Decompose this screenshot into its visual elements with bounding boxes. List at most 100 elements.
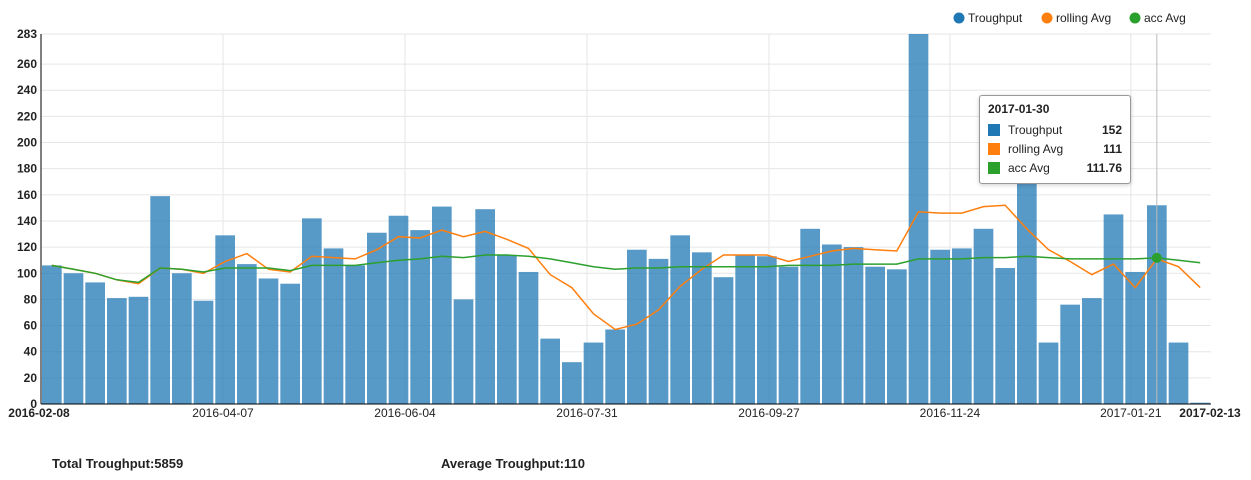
tooltip: 2017-01-30 Troughput 152 rolling Avg 111…	[979, 95, 1131, 184]
y-tick-label: 240	[17, 83, 37, 97]
rolling-avg-line	[51, 204, 1201, 331]
legend[interactable]: Troughput rolling Avg acc Avg	[953, 11, 1186, 25]
y-tick-label: 140	[17, 214, 37, 228]
bar	[562, 362, 582, 404]
bar	[800, 228, 820, 404]
x-tick-label: 2016-09-27	[738, 406, 800, 420]
bar	[1103, 214, 1124, 404]
tooltip-value-acc-avg: 111.76	[1086, 160, 1122, 175]
bar	[583, 342, 604, 404]
y-tick-label: 220	[17, 109, 37, 123]
legend-item-acc-avg-swatch	[1129, 12, 1141, 24]
bar	[757, 256, 777, 404]
bar	[302, 218, 322, 404]
bars	[42, 34, 1210, 404]
bar	[995, 268, 1015, 404]
bar	[908, 34, 929, 404]
bar	[648, 258, 669, 404]
legend-item-troughput-label: Troughput	[968, 11, 1023, 25]
bar	[843, 247, 864, 404]
bar	[627, 249, 647, 404]
average-troughput-label: Average Troughput:	[441, 456, 565, 471]
bar	[388, 215, 409, 404]
bar	[475, 209, 495, 404]
bar	[605, 329, 625, 404]
tooltip-row-acc-avg: acc Avg 111.76	[988, 158, 1122, 177]
x-tick-label: 2016-11-24	[920, 406, 981, 420]
bar	[453, 299, 474, 404]
bar	[930, 249, 950, 404]
y-tick-label: 20	[24, 371, 38, 385]
bar	[128, 296, 149, 404]
bar	[952, 248, 972, 404]
axes: 0 20 40 60 80 100 120 140 160 180 200 220 240 260 283 2…	[8, 27, 1241, 420]
y-tick-label: 60	[24, 319, 38, 333]
total-troughput: Total Troughput:5859	[52, 456, 183, 471]
tooltip-value-troughput: 152	[1101, 122, 1122, 137]
tooltip-swatch-troughput	[988, 123, 1000, 136]
bar	[85, 282, 105, 404]
legend-item-troughput[interactable]: Troughput	[953, 11, 1023, 25]
legend-item-rolling-avg-label: rolling Avg	[1056, 11, 1111, 25]
tooltip-name-troughput: Troughput	[1008, 122, 1063, 137]
x-tick-label: 2016-06-04	[374, 406, 436, 420]
bar	[1038, 342, 1059, 404]
y-tick-label: 100	[17, 266, 37, 280]
acc-avg-line	[51, 254, 1201, 284]
bar	[172, 273, 192, 404]
y-tick-label: 200	[17, 136, 37, 150]
y-tick-label: 0	[30, 397, 37, 411]
bar	[410, 230, 430, 404]
bar	[822, 244, 842, 404]
bar	[237, 264, 257, 404]
average-troughput: Average Troughput:110	[441, 456, 585, 471]
x-end-label: 2017-02-13	[1179, 406, 1241, 420]
bar	[865, 266, 885, 404]
tooltip-name-rolling-avg: rolling Avg	[1008, 141, 1064, 156]
tooltip-name-acc-avg: acc Avg	[1008, 160, 1050, 175]
bar	[193, 300, 214, 404]
y-tick-label: 160	[17, 188, 37, 202]
bar	[778, 266, 799, 404]
bar	[713, 277, 734, 404]
x-start-label: 2016-02-08	[8, 406, 70, 420]
bar	[887, 269, 907, 404]
bar	[258, 278, 279, 404]
tooltip-swatch-rolling-avg	[988, 142, 1000, 155]
bar	[432, 206, 452, 404]
bar	[540, 338, 560, 404]
y-tick-label: 180	[17, 162, 37, 176]
tooltip-value-rolling-avg: 111	[1103, 141, 1122, 156]
x-tick-label: 2017-01-21	[1100, 406, 1162, 420]
x-tick-label: 2016-07-31	[556, 406, 618, 420]
bar	[735, 254, 755, 404]
bar	[973, 228, 994, 404]
bar	[1190, 402, 1210, 404]
bar	[1125, 271, 1145, 404]
tooltip-row-rolling-avg: rolling Avg 111	[988, 139, 1122, 158]
bar	[42, 265, 62, 404]
bar	[63, 273, 84, 404]
bar	[345, 265, 365, 404]
hover-point	[1151, 252, 1162, 263]
bar	[1082, 298, 1102, 404]
bar	[367, 232, 387, 404]
x-tick-label: 2016-04-07	[192, 406, 254, 420]
bar	[1060, 304, 1080, 404]
bar	[518, 271, 539, 404]
tooltip-swatch-acc-avg	[988, 161, 1000, 174]
grid	[41, 33, 1211, 405]
tooltip-title: 2017-01-30	[988, 102, 1050, 116]
bar	[323, 248, 344, 404]
bar	[107, 298, 127, 404]
total-troughput-label: Total Troughput:	[52, 456, 155, 471]
legend-item-rolling-avg-swatch	[1041, 12, 1053, 24]
legend-item-troughput-swatch	[953, 12, 965, 24]
y-tick-label: 120	[17, 240, 37, 254]
legend-item-acc-avg-label: acc Avg	[1144, 11, 1186, 25]
total-troughput-value: 5859	[154, 456, 184, 471]
legend-item-acc-avg[interactable]: acc Avg	[1129, 11, 1186, 25]
bar	[670, 235, 690, 404]
legend-item-rolling-avg[interactable]: rolling Avg	[1041, 11, 1112, 25]
bar	[215, 235, 235, 404]
